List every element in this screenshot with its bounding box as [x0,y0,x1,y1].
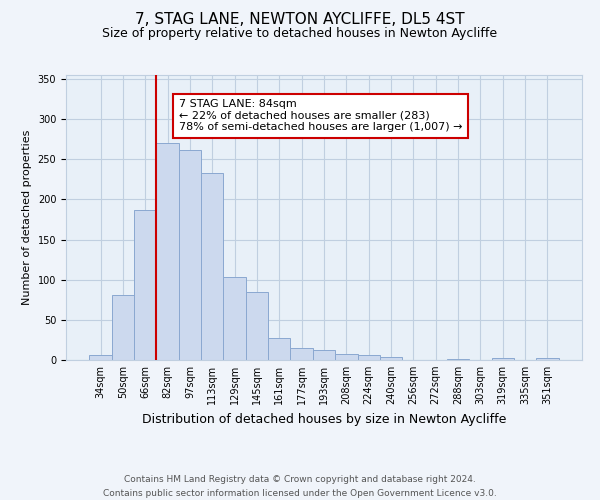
Text: 7, STAG LANE, NEWTON AYCLIFFE, DL5 4ST: 7, STAG LANE, NEWTON AYCLIFFE, DL5 4ST [135,12,465,28]
Bar [290,348,313,360]
Y-axis label: Number of detached properties: Number of detached properties [22,130,32,305]
Bar [134,210,157,360]
Bar [89,355,112,360]
Bar [491,358,514,360]
Text: Contains HM Land Registry data © Crown copyright and database right 2024.
Contai: Contains HM Land Registry data © Crown c… [103,476,497,498]
Bar [380,357,402,360]
Bar [335,354,358,360]
Text: Size of property relative to detached houses in Newton Aycliffe: Size of property relative to detached ho… [103,28,497,40]
Bar [201,173,223,360]
Bar [223,278,246,360]
Bar [447,359,469,360]
Bar [112,295,134,360]
Bar [536,358,559,360]
Bar [268,338,290,360]
Text: 7 STAG LANE: 84sqm
← 22% of detached houses are smaller (283)
78% of semi-detach: 7 STAG LANE: 84sqm ← 22% of detached hou… [179,99,463,132]
Bar [246,292,268,360]
X-axis label: Distribution of detached houses by size in Newton Aycliffe: Distribution of detached houses by size … [142,412,506,426]
Bar [179,150,201,360]
Bar [313,350,335,360]
Bar [358,355,380,360]
Bar [157,143,179,360]
